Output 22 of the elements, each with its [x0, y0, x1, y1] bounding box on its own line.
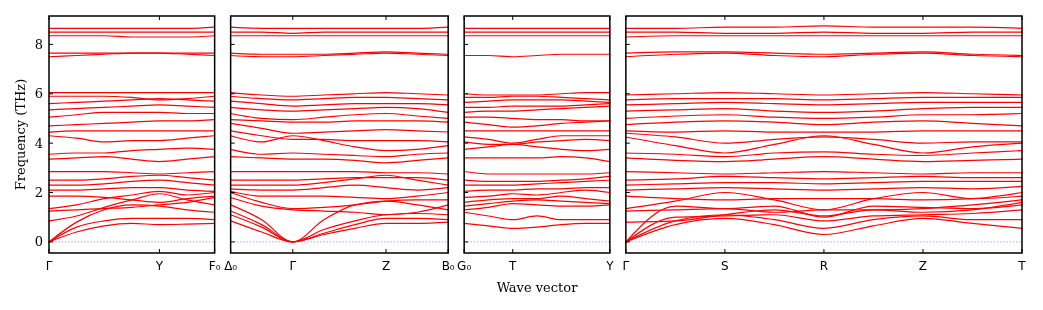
x-tick-label: Γ [622, 259, 630, 273]
x-tick-label: Y [605, 259, 615, 273]
y-tick-label: 6 [34, 86, 43, 102]
x-tick-label: G₀ [457, 259, 472, 273]
x-tick-label: Z [381, 259, 391, 273]
y-tick-label: 4 [34, 135, 43, 151]
y-tick-label: 0 [34, 234, 43, 250]
x-tick-label: S [721, 259, 729, 273]
y-tick-label: 2 [34, 185, 43, 201]
x-tick-label: Γ [289, 259, 297, 273]
x-tick-label: Y [154, 259, 164, 273]
x-tick-label: F₀ [208, 259, 221, 273]
x-tick-label: T [508, 259, 518, 273]
x-tick-label: T [1017, 259, 1027, 273]
x-axis-title: Wave vector [496, 280, 579, 295]
x-tick-label: Γ [45, 259, 53, 273]
x-tick-label: R [819, 259, 829, 273]
y-axis-title: Frequency (THz) [13, 78, 28, 191]
x-tick-label: B₀ [441, 259, 455, 273]
x-tick-label: Δ₀ [224, 259, 238, 273]
y-tick-label: 8 [34, 36, 43, 52]
x-tick-label: Z [918, 259, 928, 273]
